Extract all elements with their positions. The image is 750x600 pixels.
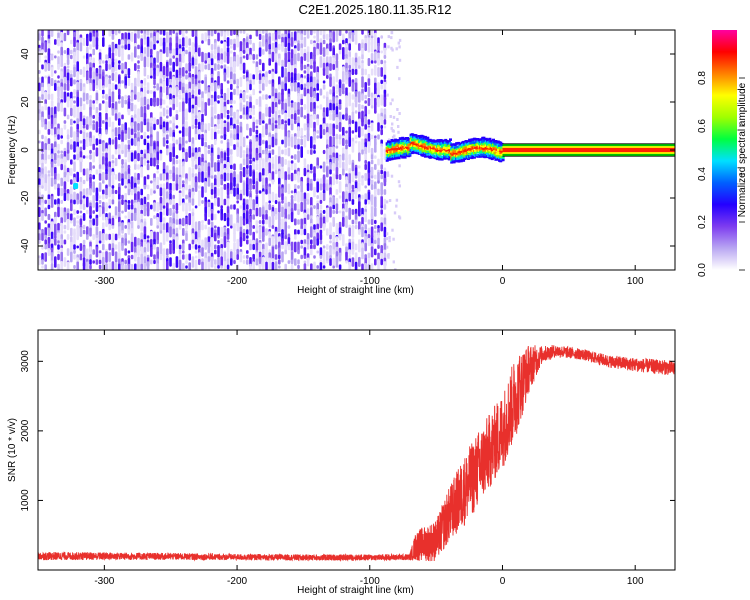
- spectrogram-x-axis-title: Height of straight line (km): [297, 285, 414, 296]
- spectrogram-y-axis-title: Frequency (Hz): [7, 116, 18, 185]
- colorbar: 0.0 0.2 0.4 0.6 0.8 Normalized spectral ampli…: [697, 30, 748, 277]
- chart-title: C2E1.2025.180.11.35.R12: [298, 2, 452, 17]
- spectrogram-y-tick-label: -20: [20, 190, 31, 205]
- spectrogram-y-tick-label: 20: [20, 96, 31, 108]
- snr-x-tick-label: -100: [360, 576, 380, 587]
- spectrogram-cells: [38, 30, 675, 270]
- spectrogram-x-tick-label: -100: [360, 276, 380, 287]
- snr-plot: -300 -200 -100 0 100 1000 2000 3000 Height of st…: [7, 329, 676, 596]
- snr-series-line: [38, 344, 675, 562]
- snr-x-axis-title: Height of straight line (km): [297, 585, 414, 596]
- snr-x-tick-label: -200: [227, 576, 247, 587]
- spectrogram-x-tick-label: 0: [500, 276, 506, 287]
- snr-y-tick-label: 2000: [20, 419, 31, 442]
- spectrogram-x-tick-label: -200: [227, 276, 247, 287]
- snr-y-tick-label: 1000: [20, 489, 31, 512]
- snr-x-tick-label: 100: [627, 576, 644, 587]
- snr-x-tick-label: 0: [500, 576, 506, 587]
- spectrogram-y-tick-label: 0: [20, 147, 31, 153]
- spectrogram-y-tick-label: -40: [20, 238, 31, 253]
- snr-x-tick-label: -300: [94, 576, 114, 587]
- colorbar-tick-label: 0.0: [697, 263, 708, 277]
- snr-y-axis-title: SNR (10 * v/v): [7, 418, 18, 482]
- colorbar-tick-label: 0.6: [697, 119, 708, 133]
- spectrogram-x-tick-label: 100: [627, 276, 644, 287]
- colorbar-tick-label: 0.8: [697, 71, 708, 85]
- spectrogram-x-tick-label: -300: [94, 276, 114, 287]
- snr-frame: [37, 329, 676, 571]
- colorbar-tick-label: 0.4: [697, 167, 708, 181]
- colorbar-label: Normalized spectral amplitude: [737, 82, 748, 217]
- snr-y-tick-label: 3000: [20, 350, 31, 373]
- colorbar-tick-label: 0.2: [697, 215, 708, 229]
- spectrogram-y-tick-label: 40: [20, 48, 31, 60]
- colorbar-gradient: [712, 30, 737, 270]
